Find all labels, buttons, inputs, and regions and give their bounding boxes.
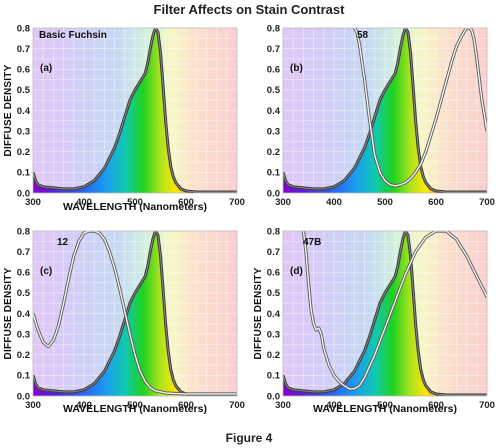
annotation-label: Basic Fuchsin — [39, 30, 107, 41]
y-tick-label: 0.4 — [267, 106, 281, 117]
x-tick-label: 700 — [229, 197, 245, 208]
x-tick-label: 300 — [275, 197, 291, 208]
y-tick-label: 0.7 — [267, 247, 280, 258]
y-tick-label: 0.5 — [17, 288, 31, 299]
x-tick-label: 300 — [25, 197, 41, 208]
y-tick-label: 0.3 — [17, 126, 30, 137]
y-axis-label: DIFFUSE DENSITY — [3, 64, 14, 156]
y-tick-label: 0.5 — [267, 85, 281, 96]
x-tick-label: 600 — [178, 197, 194, 208]
y-tick-label: 0.2 — [267, 147, 280, 158]
y-tick-label: 0.7 — [267, 44, 280, 55]
y-tick-label: 0.7 — [17, 247, 30, 258]
y-tick-label: 0.1 — [17, 168, 31, 179]
y-tick-label: 0.0 — [17, 188, 30, 199]
plot-frame — [32, 230, 238, 397]
y-tick-label: 0.7 — [17, 44, 30, 55]
annotation-label: 58 — [357, 30, 369, 41]
x-axis-label: WAVELENGTH (Nanometers) — [313, 403, 457, 415]
x-tick-label: 300 — [275, 400, 291, 411]
x-tick-label: 700 — [479, 197, 495, 208]
series-area — [33, 28, 237, 193]
x-tick-label: 600 — [428, 197, 444, 208]
x-tick-label: 400 — [76, 197, 92, 208]
y-tick-label: 0.6 — [17, 65, 30, 76]
figure-title: Filter Affects on Stain Contrast — [154, 2, 346, 17]
x-tick-label: 500 — [377, 197, 393, 208]
y-tick-label: 0.5 — [267, 288, 281, 299]
annotation-label: 12 — [57, 237, 69, 248]
panel-label: (d) — [290, 266, 303, 277]
y-tick-label: 0.8 — [267, 23, 280, 34]
x-tick-label: 700 — [479, 400, 495, 411]
y-tick-label: 0.8 — [267, 226, 280, 237]
y-tick-label: 0.2 — [17, 350, 30, 361]
panel-label: (a) — [40, 63, 52, 74]
y-axis-label: DIFFUSE DENSITY — [253, 267, 264, 359]
chart-panel: 0.0 0.1 0.2 0.3 0.4 0.5 0.6 0.7 0.8 300 400 500 600 7… — [3, 23, 245, 213]
y-tick-label: 0.8 — [17, 23, 30, 34]
y-tick-label: 0.0 — [267, 391, 280, 402]
filter-line-highlight — [302, 231, 487, 390]
chart-panel: 0.0 0.1 0.2 0.3 0.4 0.5 0.6 0.7 0.8 300 400 500 600 7… — [3, 226, 245, 415]
x-tick-label: 600 — [428, 400, 444, 411]
x-tick-label: 300 — [25, 400, 41, 411]
y-tick-label: 0.5 — [17, 85, 31, 96]
plot-frame — [32, 27, 238, 194]
x-tick-label: 500 — [127, 400, 143, 411]
y-tick-label: 0.4 — [267, 309, 281, 320]
x-tick-label: 400 — [326, 400, 342, 411]
series-area — [283, 231, 487, 396]
y-tick-label: 0.1 — [267, 168, 281, 179]
y-tick-label: 0.6 — [17, 268, 30, 279]
x-tick-label: 700 — [229, 400, 245, 411]
y-tick-label: 0.3 — [17, 329, 30, 340]
series-line-highlight — [283, 28, 487, 193]
filter-line-highlight — [33, 231, 237, 395]
x-tick-label: 600 — [178, 400, 194, 411]
chart-panel: 0.0 0.1 0.2 0.3 0.4 0.5 0.6 0.7 0.8 300 400 500 600 7… — [267, 23, 495, 208]
y-tick-label: 0.2 — [17, 147, 30, 158]
y-tick-label: 0.3 — [267, 126, 280, 137]
y-tick-label: 0.4 — [17, 106, 31, 117]
y-tick-label: 0.1 — [17, 371, 31, 382]
y-tick-label: 0.6 — [267, 268, 280, 279]
x-axis-label: WAVELENGTH (Nanometers) — [63, 403, 207, 415]
panel-label: (c) — [40, 266, 52, 277]
y-tick-label: 0.6 — [267, 65, 280, 76]
figure-caption: Figure 4 — [226, 431, 273, 445]
y-tick-label: 0.2 — [267, 350, 280, 361]
series-area — [33, 231, 237, 396]
y-tick-label: 0.4 — [17, 309, 31, 320]
y-axis-label: DIFFUSE DENSITY — [3, 267, 14, 359]
panel-label: (b) — [290, 63, 303, 74]
y-tick-label: 0.0 — [267, 188, 280, 199]
x-tick-label: 400 — [326, 197, 342, 208]
plot-frame — [282, 27, 488, 194]
x-axis-label: WAVELENGTH (Nanometers) — [63, 201, 207, 213]
y-tick-label: 0.3 — [267, 329, 280, 340]
series-area — [283, 28, 487, 193]
y-tick-label: 0.1 — [267, 371, 281, 382]
series-line-highlight — [33, 28, 237, 193]
x-tick-label: 400 — [76, 400, 92, 411]
x-tick-label: 500 — [127, 197, 143, 208]
chart-panel: 0.0 0.1 0.2 0.3 0.4 0.5 0.6 0.7 0.8 300 400 500 600 7… — [253, 226, 495, 415]
y-tick-label: 0.0 — [17, 391, 30, 402]
series-line-highlight — [283, 231, 487, 396]
y-tick-label: 0.8 — [17, 226, 30, 237]
x-tick-label: 500 — [377, 400, 393, 411]
annotation-label: 47B — [303, 237, 321, 248]
plot-frame — [282, 230, 488, 397]
